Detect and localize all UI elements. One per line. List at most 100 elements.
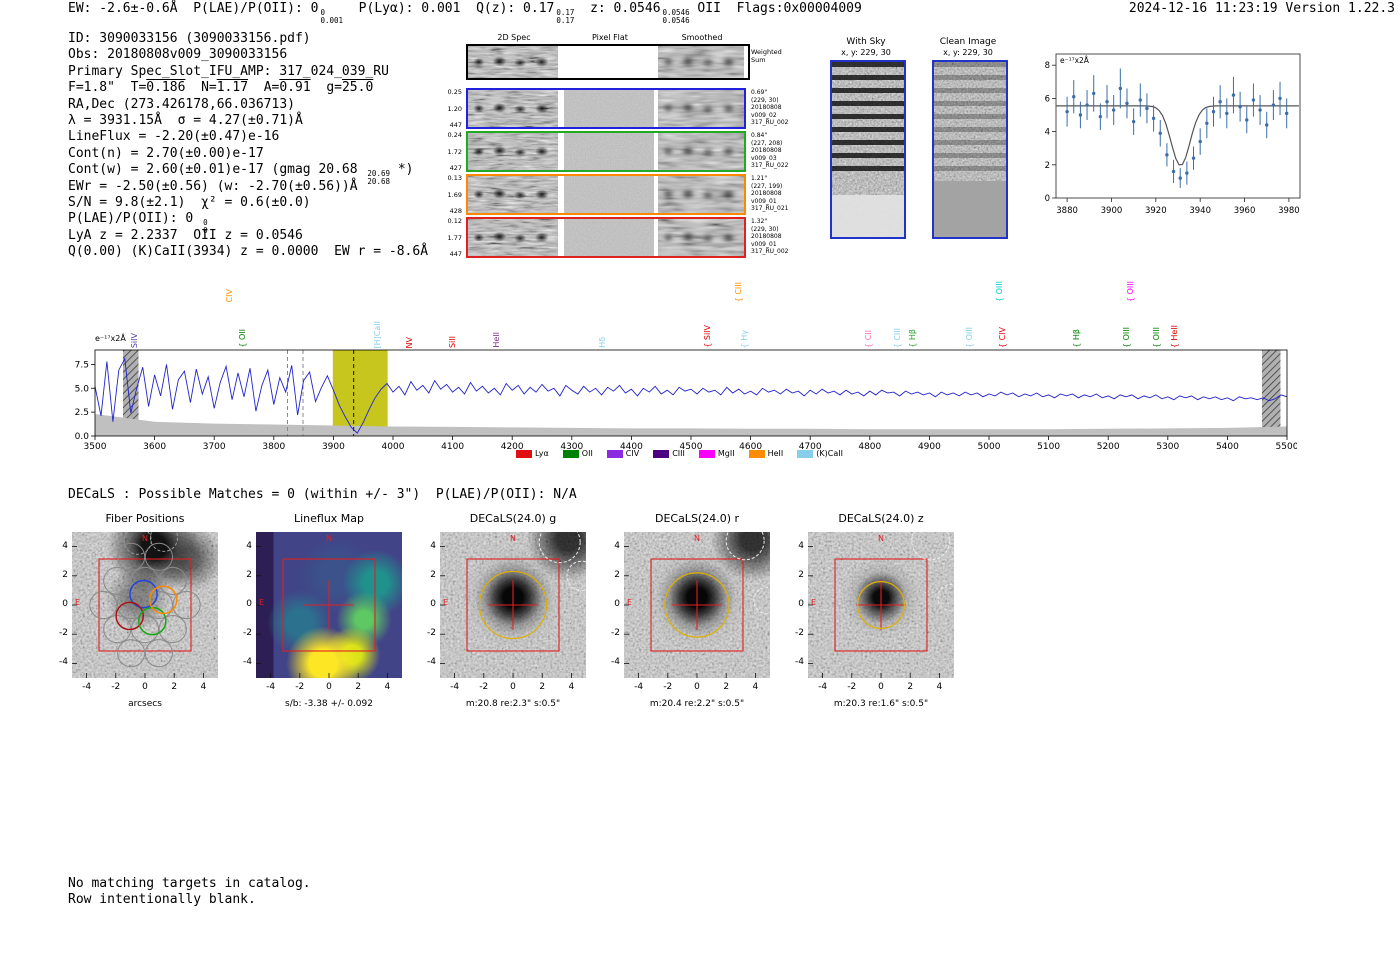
fiber-weight-values: 0.12 1.77 447 xyxy=(437,217,462,258)
trace-blobs xyxy=(468,46,558,78)
selected-fiber-circle xyxy=(129,579,158,609)
east-label: E xyxy=(75,598,81,607)
noise-image xyxy=(564,176,654,213)
panel-title: Fiber Positions xyxy=(105,512,185,525)
y-tick-label: 0.0 xyxy=(75,432,90,442)
col-title-smoothed: Smoothed xyxy=(681,33,723,42)
stacked-fraction: 0.0546 0.0546 xyxy=(663,9,690,24)
weighted-2dspec-image xyxy=(468,46,558,78)
emission-line-labels: SiIV CIV { OII [H]CaII NV SiII HeII Hδ { SiIV { C… xyxy=(62,258,1297,348)
x-tick-label: -2 xyxy=(111,682,121,692)
panel-caption: s/b: -3.38 +/- 0.092 xyxy=(285,699,373,709)
x-tick-label: 4100 xyxy=(441,442,464,452)
y-tick-label: 4 xyxy=(430,540,436,551)
aperture-square xyxy=(466,558,560,652)
data-point xyxy=(1278,96,1282,101)
stacked-fraction: 0 0.001 xyxy=(320,9,343,24)
legend-label: Lyα xyxy=(535,449,549,458)
text-segment: Cont(w) = 2.60(±0.01)e-17 (gmag 20.68 xyxy=(68,162,366,178)
cutout-panel: Fiber Positions N E -4 -4 -2 -2 0 0 2 2 4 4 arcsecs xyxy=(46,512,236,717)
line-label: { SiIV xyxy=(702,325,712,348)
clean-image-title: Clean Image xyxy=(939,37,997,47)
line-label: { OIII xyxy=(994,280,1004,302)
info-line: S/N = 9.8(±2.1) χ² = 0.6(±0.0) xyxy=(68,195,428,211)
masked-region xyxy=(1261,350,1281,436)
x-tick-label: 2 xyxy=(907,682,914,692)
y-tick-label: -2 xyxy=(611,628,620,639)
text-segment: 25.0 xyxy=(341,80,374,96)
data-point xyxy=(1205,121,1209,126)
legend-item: Lyα xyxy=(516,449,549,458)
x-tick-label: 0 xyxy=(694,682,700,692)
noise-image xyxy=(564,219,654,256)
x-tick-label: 0 xyxy=(878,682,884,692)
annotation-line: 20180808 xyxy=(751,233,782,241)
legend-swatch xyxy=(606,449,623,458)
info-line: RA,Dec (273.426178,66.036713) xyxy=(68,97,428,113)
y-tick-label: 4 xyxy=(798,540,804,551)
info-line: Obs: 20180808v009_3090033156 xyxy=(68,47,428,63)
line-label: { OIII xyxy=(964,326,974,348)
data-point xyxy=(1185,171,1189,175)
fiber-circle xyxy=(130,566,160,595)
zoom-spectrum-chart: 3880 3900 3920 3940 3960 3980 0 2 4 6 8 e⁻¹⁷x2Å xyxy=(1038,46,1310,238)
stacked-top: 0 xyxy=(203,218,208,228)
footer-line2: Row intentionally blank. xyxy=(68,892,256,908)
smoothed-image xyxy=(658,133,744,170)
info-line: Cont(w) = 2.60(±0.01)e-17 (gmag 20.68 20… xyxy=(68,162,428,185)
line-label: Hδ xyxy=(597,337,607,348)
fiber-circle xyxy=(117,639,146,668)
trace-blobs xyxy=(468,219,558,256)
x-tick-label: 5100 xyxy=(1037,442,1060,452)
legend-label: CIV xyxy=(625,449,640,458)
weight-value: 0.24 xyxy=(447,131,462,139)
info-line: LineFlux = -2.20(±0.47)e-16 xyxy=(68,129,428,145)
x-tick-label: -4 xyxy=(266,682,276,692)
data-point xyxy=(1098,114,1103,119)
annotation-line: v009_01 xyxy=(751,197,777,205)
sky-bottom-overlay xyxy=(832,195,904,237)
fiber-circle-dashed xyxy=(149,532,179,552)
weight-value: 447 xyxy=(449,250,462,258)
footer-note: No matching targets in catalog. Row inte… xyxy=(68,876,311,909)
x-tick-label: -4 xyxy=(818,682,828,692)
panel-overlay xyxy=(624,532,770,678)
line-label: CIV xyxy=(225,288,235,302)
info-block: ID: 3090033156 (3090033156.pdf) Obs: 2018… xyxy=(68,31,428,260)
text-segment: F=1.8" T= xyxy=(68,80,147,96)
fiber-circle xyxy=(158,566,187,595)
with-sky-subtitle: x, y: 229, 30 xyxy=(841,48,891,57)
legend-label: MgII xyxy=(717,449,735,458)
x-tick-label: 4 xyxy=(384,682,391,692)
text-segment: P(Lyα): 0.001 Q(z): 0.17 xyxy=(343,1,555,16)
weight-value: 1.72 xyxy=(447,147,462,156)
north-label: N xyxy=(878,534,884,543)
fiber-annotation: 1.32" (229, 30) 20180808 v009_01 317_RU_002 xyxy=(751,218,811,256)
x-tick-label: 5300 xyxy=(1156,442,1179,452)
y-tick-label: 5.0 xyxy=(75,384,90,394)
trace-blobs xyxy=(658,219,744,256)
cutout-row xyxy=(466,131,746,172)
text-segment: Primary Spec_Slot_IFU_AMP: 317_024_039_R… xyxy=(68,63,389,79)
line-label: SiIV xyxy=(129,332,139,348)
neighbor-circle-dashed xyxy=(937,584,954,612)
y-tick-label: 0 xyxy=(62,599,68,609)
spec2d-image xyxy=(468,219,558,256)
data-point xyxy=(1178,176,1182,180)
stacked-bottom: 0.0546 xyxy=(662,15,690,25)
x-tick-label: 2 xyxy=(355,682,362,692)
y-tick-label: -4 xyxy=(427,657,436,668)
x-tick-label: 4 xyxy=(568,682,575,692)
stacked-fraction: 0.17 0.17 xyxy=(556,9,574,24)
panel-overlay xyxy=(72,532,204,678)
line-label: { Hβ xyxy=(907,329,917,348)
annotation-line: 0.69" xyxy=(751,89,768,96)
fiber-circle xyxy=(117,590,146,620)
y-tick-label: 0 xyxy=(430,599,436,609)
y-tick-label: -2 xyxy=(243,628,252,639)
x-tick-label: -4 xyxy=(82,682,92,692)
col-title-2dspec: 2D Spec xyxy=(497,33,531,42)
y-tick-label: -4 xyxy=(243,657,252,668)
line-label: NV xyxy=(404,336,414,348)
spec2d-image xyxy=(468,176,558,213)
